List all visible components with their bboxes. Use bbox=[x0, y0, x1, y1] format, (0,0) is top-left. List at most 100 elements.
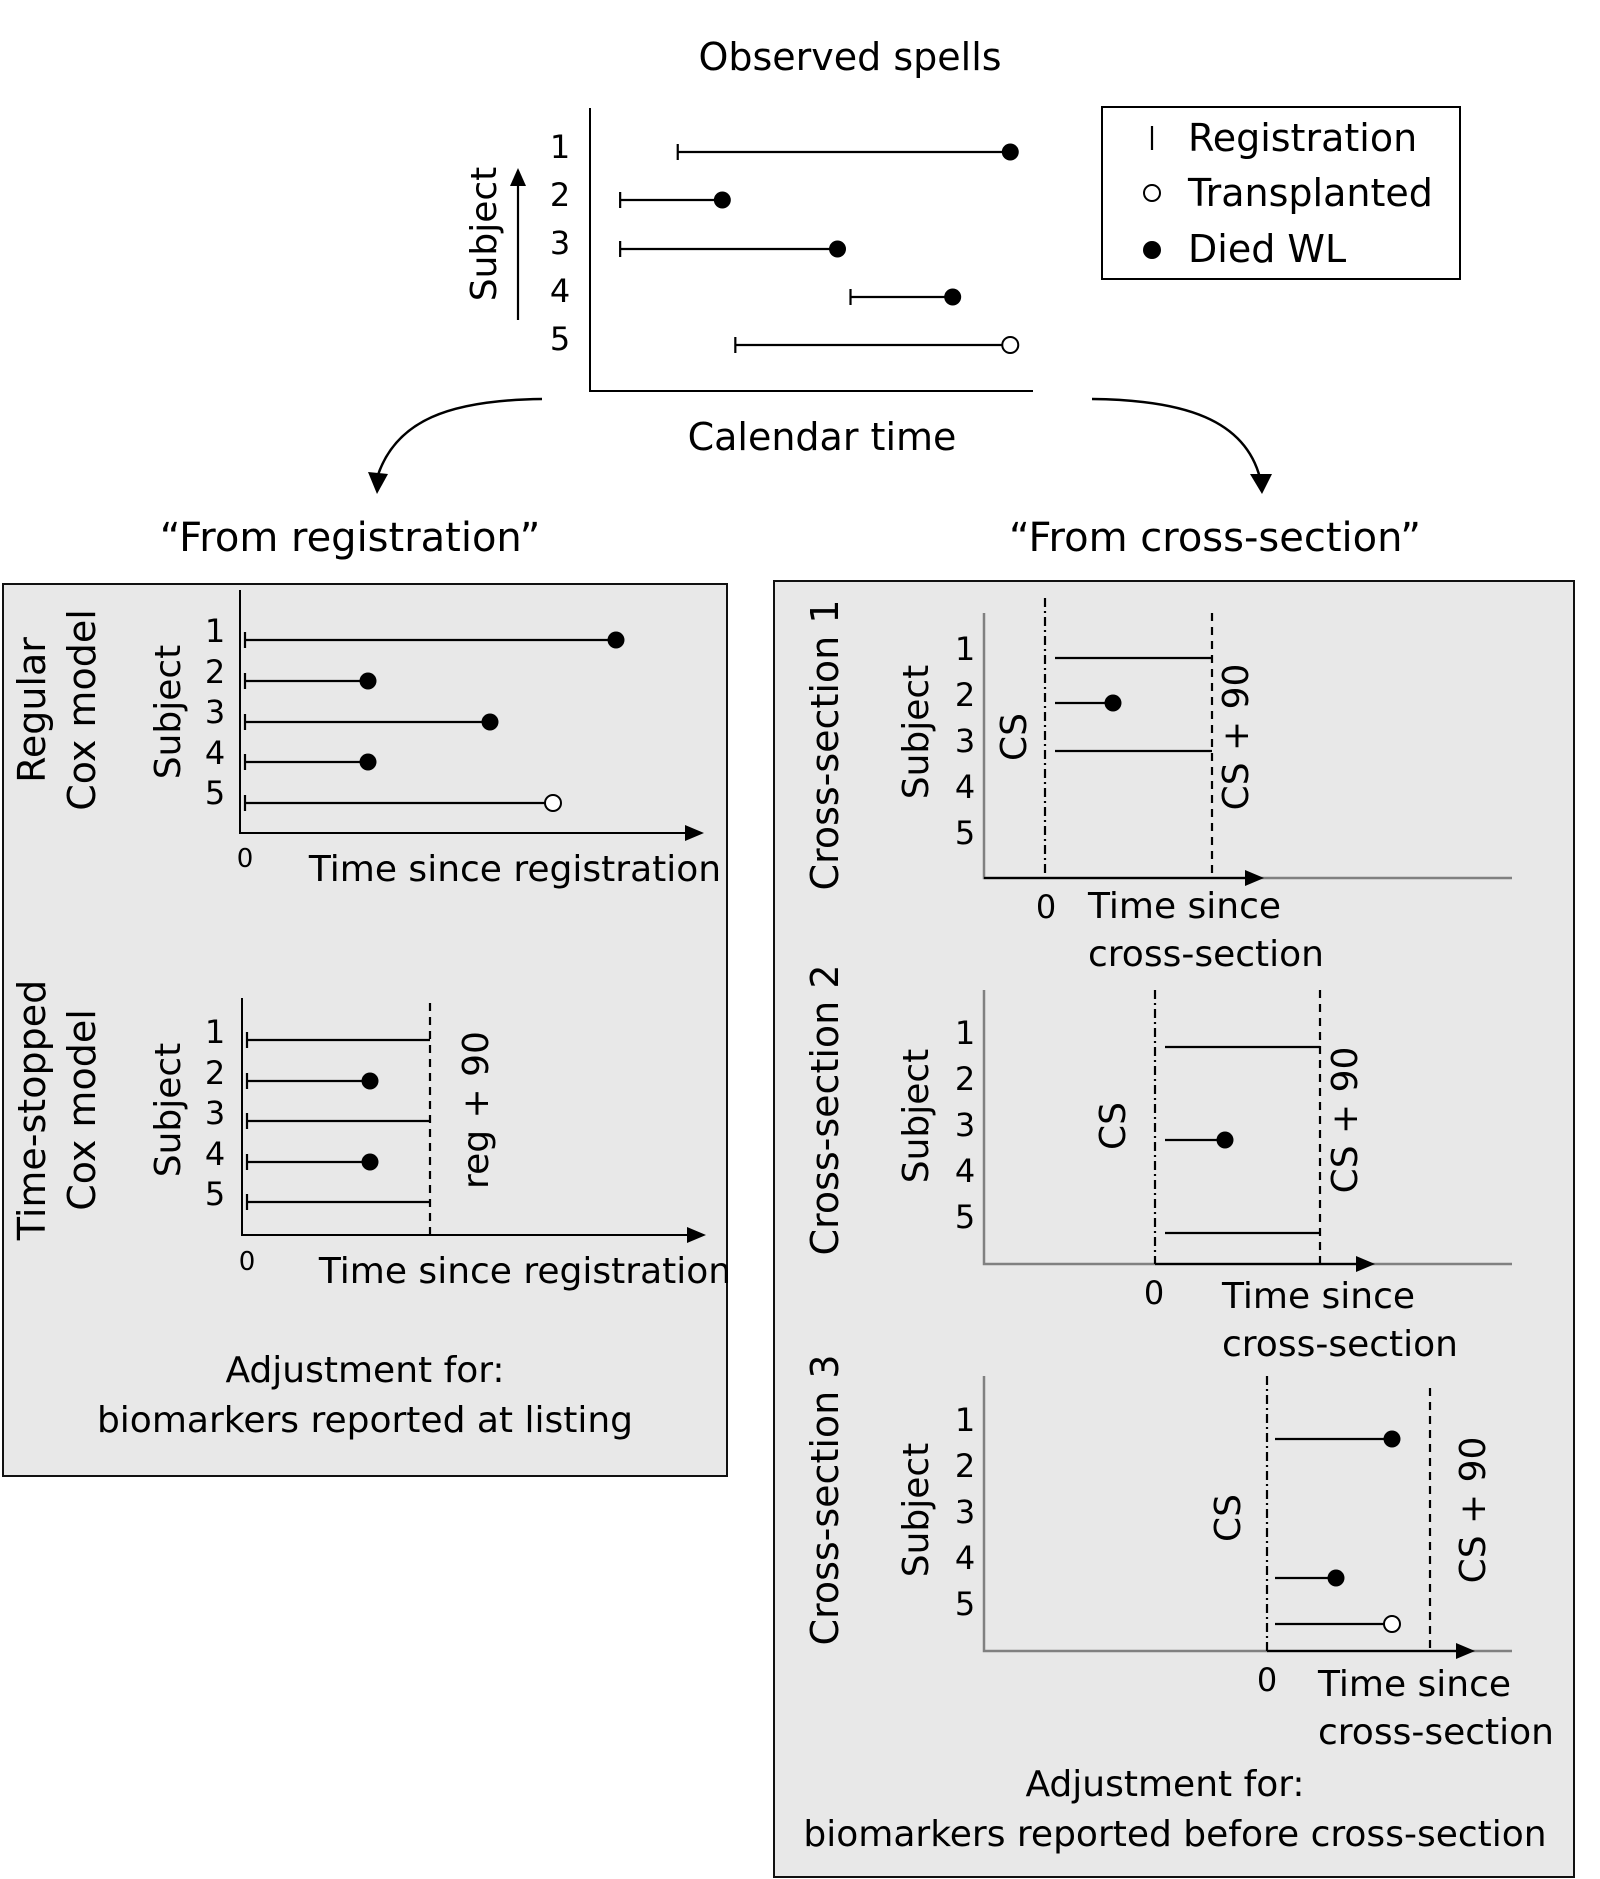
regular-spells bbox=[243, 631, 625, 812]
cs1-zero: 0 bbox=[1036, 888, 1056, 926]
legend-box bbox=[1101, 106, 1461, 280]
cross-section-1-chart: Cross-section 1 Subject 1 2 3 4 5 CS CS … bbox=[803, 598, 1512, 975]
stopped-x-arrowhead bbox=[687, 1227, 706, 1243]
regular-subject-5: 5 bbox=[205, 774, 225, 812]
from-cross-section-panel bbox=[773, 580, 1575, 1878]
cs3-cs-label: CS bbox=[1208, 1494, 1249, 1542]
cs3-subject-4: 4 bbox=[955, 1539, 975, 1577]
cs2-cs-label: CS bbox=[1093, 1102, 1134, 1150]
subject-axis-arrowhead bbox=[510, 168, 526, 186]
regular-died-marker bbox=[607, 631, 625, 649]
regular-died-marker bbox=[481, 713, 499, 731]
cs3-ylabel: Subject bbox=[896, 1443, 937, 1578]
top-subject-4: 4 bbox=[550, 272, 570, 310]
stopped-subject-5: 5 bbox=[205, 1175, 225, 1213]
top-subject-3: 3 bbox=[550, 224, 570, 262]
regular-died-marker bbox=[359, 753, 377, 771]
cs3-transplanted-marker bbox=[1383, 1615, 1401, 1633]
top-xlabel: Calendar time bbox=[688, 415, 957, 459]
regular-subject-2: 2 bbox=[205, 653, 225, 691]
cs2-subject-1: 1 bbox=[955, 1014, 975, 1052]
legend-transplanted: Transplanted bbox=[1187, 171, 1433, 215]
cs1-cs-label: CS bbox=[994, 713, 1035, 761]
regular-died-marker bbox=[359, 672, 377, 690]
cross-section-3-chart: Cross-section 3 Subject 1 2 3 4 5 CS CS … bbox=[803, 1355, 1554, 1754]
stopped-subject-2: 2 bbox=[205, 1054, 225, 1092]
cs3-subject-2: 2 bbox=[955, 1447, 975, 1485]
top-subject-5: 5 bbox=[550, 320, 570, 358]
cs3-xlabel-line2: cross-section bbox=[1318, 1712, 1554, 1753]
top-died-marker bbox=[829, 240, 847, 258]
stopped-subject-3: 3 bbox=[205, 1094, 225, 1132]
cs2-zero: 0 bbox=[1144, 1274, 1164, 1312]
top-transplanted-marker bbox=[1001, 336, 1020, 354]
top-spells bbox=[619, 143, 1020, 354]
stopped-label-line2: Cox model bbox=[60, 1009, 104, 1211]
legend-registration: Registration bbox=[1188, 116, 1417, 160]
arrow-to-registration-head bbox=[368, 472, 388, 494]
arrow-to-registration bbox=[375, 397, 543, 479]
regular-xlabel: Time since registration bbox=[308, 849, 721, 890]
arrow-to-cross-section-head bbox=[1250, 474, 1272, 494]
cs1-died-marker bbox=[1104, 694, 1122, 712]
arrow-to-cross-section bbox=[1091, 397, 1262, 479]
cs1-ylabel: Subject bbox=[896, 665, 937, 800]
stopped-label-line1: Time-stopped bbox=[10, 980, 54, 1241]
stopped-spells bbox=[245, 1032, 430, 1210]
cs1-subject-1: 1 bbox=[955, 630, 975, 668]
cs3-xlabel-line1: Time since bbox=[1317, 1664, 1511, 1705]
left-adjustment-line1: Adjustment for: bbox=[225, 1350, 504, 1391]
cs2-xlabel-line2: cross-section bbox=[1222, 1324, 1458, 1365]
regular-subject-1: 1 bbox=[205, 612, 225, 650]
top-subject-2: 2 bbox=[550, 176, 570, 214]
time-stopped-cox-chart: Time-stopped Cox model Subject 1 2 3 4 5… bbox=[10, 980, 731, 1292]
cs2-label: Cross-section 2 bbox=[803, 965, 847, 1256]
regular-label-line2: Cox model bbox=[60, 609, 104, 811]
cs2-subject-5: 5 bbox=[955, 1198, 975, 1236]
regular-subject-3: 3 bbox=[205, 693, 225, 731]
regular-transplanted-marker bbox=[544, 794, 562, 812]
observed-spells-chart: Observed spells 1 2 3 4 5 Subject Calend… bbox=[464, 35, 1033, 459]
regular-ylabel: Subject bbox=[148, 645, 189, 780]
stopped-subject-1: 1 bbox=[205, 1013, 225, 1051]
cs2-spells bbox=[1165, 1045, 1320, 1235]
cs3-died-marker bbox=[1383, 1430, 1401, 1448]
died-marker bbox=[1143, 241, 1161, 259]
cs3-x-arrowhead bbox=[1456, 1643, 1475, 1659]
top-died-marker bbox=[1001, 143, 1019, 161]
observed-spells-title: Observed spells bbox=[698, 35, 1001, 79]
reg-90-label: reg + 90 bbox=[456, 1031, 497, 1189]
cs3-subject-1: 1 bbox=[955, 1401, 975, 1439]
cs1-subject-2: 2 bbox=[955, 676, 975, 714]
cs3-cs90-label: CS + 90 bbox=[1453, 1437, 1494, 1584]
top-died-marker bbox=[944, 288, 962, 306]
cs1-subject-3: 3 bbox=[955, 722, 975, 760]
transplanted-marker bbox=[1143, 184, 1161, 202]
cs1-label: Cross-section 1 bbox=[803, 600, 847, 891]
right-adjustment-line1: Adjustment for: bbox=[1025, 1764, 1304, 1805]
stopped-axes bbox=[241, 998, 692, 1236]
cs2-subject-3: 3 bbox=[955, 1106, 975, 1144]
cs1-subject-5: 5 bbox=[955, 814, 975, 852]
cs1-x-arrowhead bbox=[1245, 870, 1264, 886]
regular-subject-4: 4 bbox=[205, 734, 225, 772]
from-registration-panel bbox=[2, 583, 728, 1477]
from-cross-section-heading: “From cross-section” bbox=[1009, 515, 1421, 561]
cs2-ylabel: Subject bbox=[896, 1049, 937, 1184]
stopped-died-marker bbox=[361, 1153, 379, 1171]
legend: Registration Transplanted Died WL bbox=[1101, 106, 1461, 280]
cs2-x-arrowhead bbox=[1356, 1256, 1375, 1272]
cs3-died-marker bbox=[1327, 1569, 1345, 1587]
cs3-label: Cross-section 3 bbox=[803, 1355, 847, 1646]
cs3-spells bbox=[1275, 1430, 1401, 1633]
cs2-died-marker bbox=[1216, 1131, 1234, 1149]
regular-axes bbox=[239, 590, 690, 834]
stopped-zero: 0 bbox=[239, 1247, 256, 1277]
cross-section-2-chart: Cross-section 2 Subject 1 2 3 4 5 CS CS … bbox=[803, 965, 1512, 1365]
cs3-zero: 0 bbox=[1257, 1661, 1277, 1699]
from-registration-heading: “From registration” bbox=[160, 515, 541, 561]
legend-died: Died WL bbox=[1188, 227, 1346, 271]
stopped-xlabel: Time since registration bbox=[318, 1251, 731, 1292]
cs2-cs90-label: CS + 90 bbox=[1325, 1047, 1366, 1194]
